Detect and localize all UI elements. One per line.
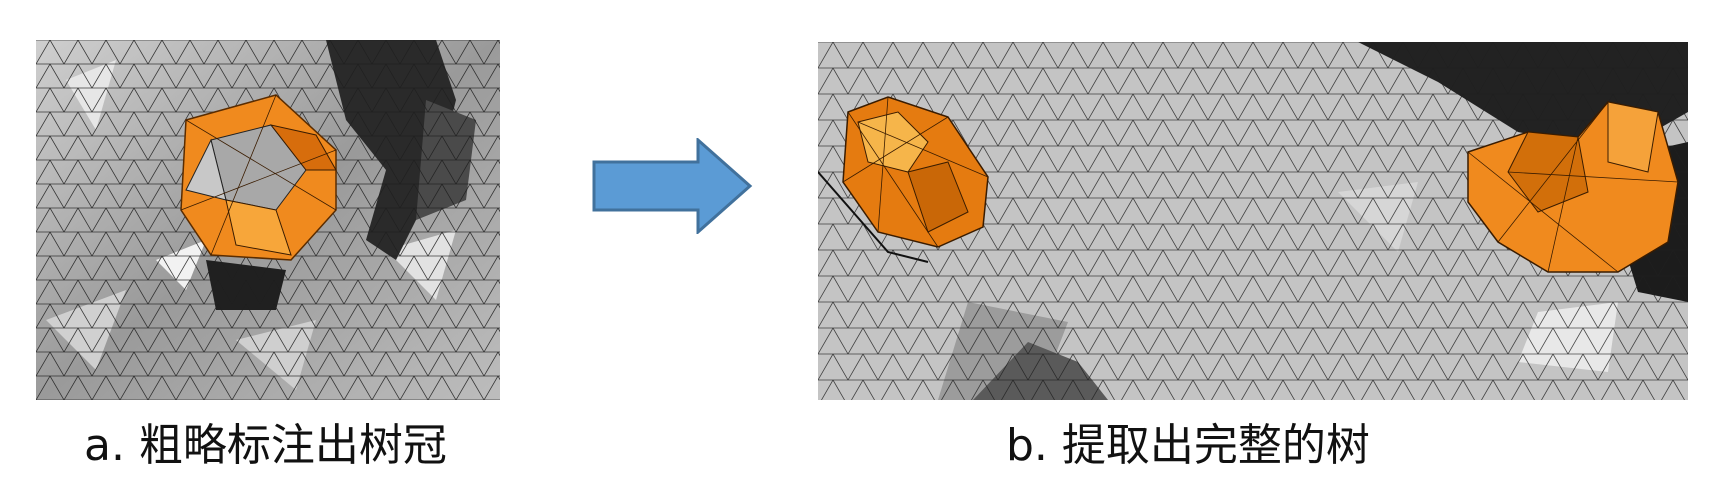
mesh-render-b [818,42,1688,400]
crown-selection-a [180,94,337,261]
caption-extracted-tree: b. 提取出完整的树 [1006,420,1370,471]
mesh-view-extracted-tree [818,42,1688,400]
caption-coarse-crown: a. 粗略标注出树冠 [84,420,447,471]
right-arrow-icon [592,138,753,234]
mesh-view-coarse-crown [36,40,500,400]
mesh-render-a [36,40,500,400]
extracted-tree-left [818,96,989,263]
extracted-tree-right [1467,101,1679,273]
